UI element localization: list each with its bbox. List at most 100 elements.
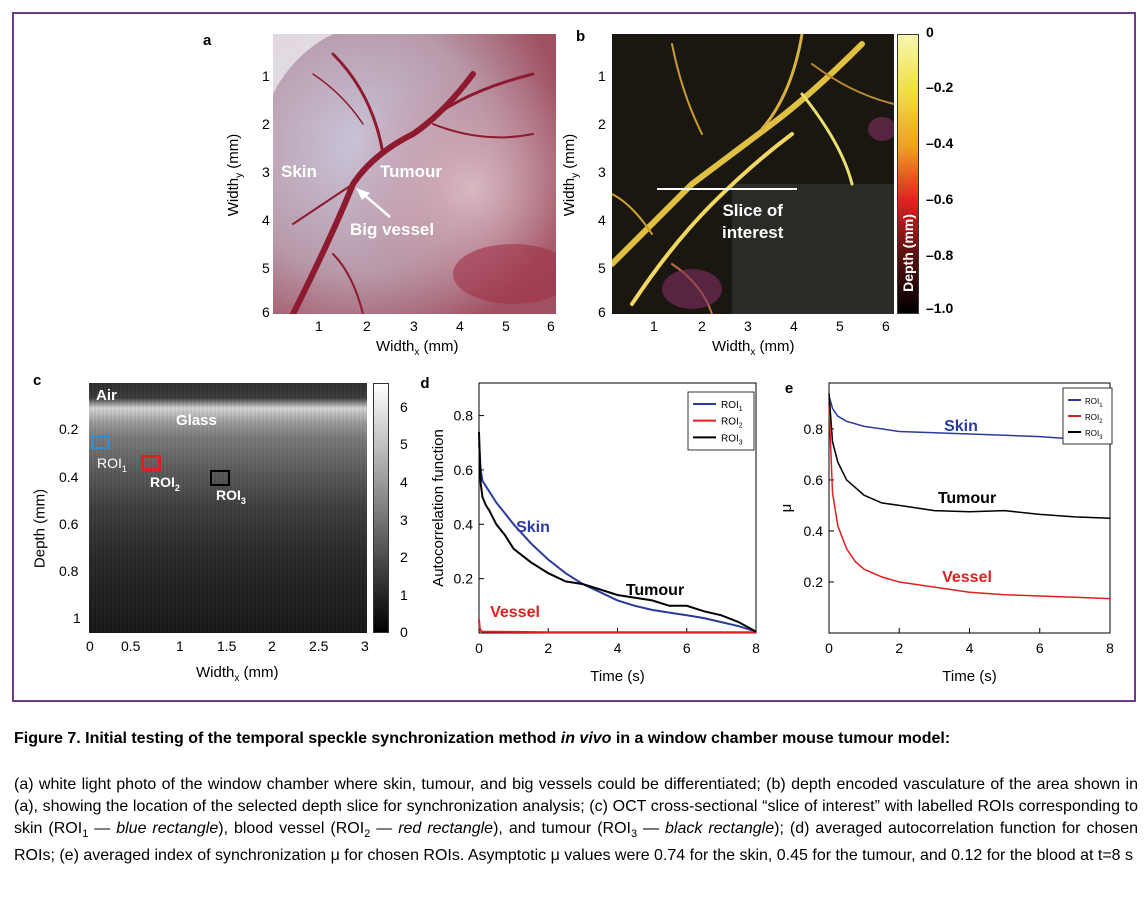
x-tick-label: 0 xyxy=(825,640,833,656)
panel-a-ytick: 6 xyxy=(262,304,270,320)
panel-a-xtick: 3 xyxy=(410,318,418,334)
panel-c-xtick: 2 xyxy=(268,638,276,654)
panel-b-ytick: 6 xyxy=(598,304,606,320)
white-light-photo xyxy=(273,34,556,314)
intensity-colorbar-tick: 2 xyxy=(400,549,408,565)
annotation-skin: Skin xyxy=(516,519,550,536)
y-tick-label: 0.8 xyxy=(454,408,474,424)
y-axis-label: μ xyxy=(778,504,795,513)
depth-colorbar xyxy=(897,34,919,314)
y-tick-label: 0.4 xyxy=(454,516,474,532)
panel-c-ytick: 0.8 xyxy=(59,563,79,579)
depth-vasculature-image xyxy=(612,34,894,314)
annotation-slice-of-interest: Slice of interest xyxy=(722,201,784,242)
annotation-air: Air xyxy=(96,387,117,404)
annotation-tumour: Tumour xyxy=(626,582,684,599)
panel-b-xtick: 3 xyxy=(744,318,752,334)
panel-c-xtick: 0 xyxy=(86,638,94,654)
roi-1-label: ROI1 xyxy=(97,455,127,474)
panel-c-ytick: 1 xyxy=(73,610,81,626)
panel-c-xtick: 1.5 xyxy=(217,638,237,654)
x-tick-label: 8 xyxy=(1106,640,1114,656)
figure-caption-body: (a) white light photo of the window cham… xyxy=(14,776,1139,865)
panel-c-xtick: 3 xyxy=(361,638,369,654)
y-tick-label: 0.2 xyxy=(804,574,824,590)
x-tick-label: 4 xyxy=(614,640,622,656)
x-tick-label: 6 xyxy=(1036,640,1044,656)
panel-a-ytick: 1 xyxy=(262,68,270,84)
series-line-roi-3 xyxy=(478,431,757,633)
panel-b-xlabel: Widthx (mm) xyxy=(712,338,795,358)
photo-svg xyxy=(273,34,556,314)
roi-3-rectangle xyxy=(210,470,230,486)
intensity-colorbar-tick: 0 xyxy=(400,624,408,640)
panel-a-ytick: 5 xyxy=(262,260,270,276)
intensity-colorbar xyxy=(373,383,389,633)
panel-b-ytick: 3 xyxy=(598,164,606,180)
y-axis-label: Autocorrelation function xyxy=(430,429,447,587)
legend-entry: ROI1 xyxy=(1085,397,1103,409)
intensity-colorbar-tick: 5 xyxy=(400,436,408,452)
legend-entry: ROI1 xyxy=(721,400,743,413)
x-tick-label: 4 xyxy=(966,640,974,656)
depth-colorbar-tick: 0 xyxy=(926,24,934,40)
depth-colorbar-tick: –0.4 xyxy=(926,135,954,151)
vasculature-svg xyxy=(612,34,894,314)
panel-b-xtick: 4 xyxy=(790,318,798,334)
y-tick-label: 0.2 xyxy=(454,571,474,587)
y-tick-label: 0.6 xyxy=(804,472,824,488)
intensity-colorbar-tick: 1 xyxy=(400,587,408,603)
x-tick-label: 8 xyxy=(752,640,760,656)
annotation-big-vessel: Big vessel xyxy=(350,220,435,239)
speckle-texture xyxy=(89,383,367,633)
panel-c-label: c xyxy=(33,372,42,389)
panel-a-xlabel: Widthx (mm) xyxy=(376,338,459,358)
panel-a-xtick: 1 xyxy=(315,318,323,334)
panel-e-label: e xyxy=(785,380,793,397)
roi-2-label: ROI2 xyxy=(150,474,180,493)
panel-b-ytick: 4 xyxy=(598,212,606,228)
depth-colorbar-tick: –0.2 xyxy=(926,79,954,95)
intensity-colorbar-tick: 3 xyxy=(400,512,408,528)
panel-b-ytick: 1 xyxy=(598,68,606,84)
annotation-vessel: Vessel xyxy=(942,569,992,586)
y-tick-label: 0.6 xyxy=(454,462,474,478)
annotation-tumour: Tumour xyxy=(380,162,443,181)
x-axis-label: Time (s) xyxy=(942,668,996,685)
panel-c-xtick: 1 xyxy=(176,638,184,654)
panel-a-ytick: 2 xyxy=(262,116,270,132)
x-tick-label: 2 xyxy=(544,640,552,656)
panel-c-ytick: 0.2 xyxy=(59,421,79,437)
figure-frame xyxy=(12,12,1136,702)
panel-b-xtick: 5 xyxy=(836,318,844,334)
panel-b-ytick: 2 xyxy=(598,116,606,132)
panel-c-xtick: 2.5 xyxy=(309,638,329,654)
x-tick-label: 0 xyxy=(475,640,483,656)
roi-3-label: ROI3 xyxy=(216,487,246,506)
panel-a-xtick: 4 xyxy=(456,318,464,334)
series-line-roi-2 xyxy=(478,619,756,634)
panel-b-xtick: 6 xyxy=(882,318,890,334)
legend-entry: ROI2 xyxy=(1085,413,1103,425)
panel-a-xtick: 6 xyxy=(547,318,555,334)
roi-2-rectangle xyxy=(141,455,161,471)
panel-a-ytick: 4 xyxy=(262,212,270,228)
arrow-icon xyxy=(356,188,391,218)
intensity-colorbar-tick: 4 xyxy=(400,474,408,490)
annotation-tumour: Tumour xyxy=(938,490,996,507)
panel-b-xtick: 1 xyxy=(650,318,658,334)
annotation-skin: Skin xyxy=(944,418,978,435)
x-axis-label: Time (s) xyxy=(590,668,644,685)
panel-c-xlabel: Widthx (mm) xyxy=(196,664,279,684)
panel-a-xtick: 2 xyxy=(363,318,371,334)
annotation-skin: Skin xyxy=(281,162,317,181)
depth-colorbar-tick: –0.6 xyxy=(926,191,954,207)
intensity-colorbar-tick: 6 xyxy=(400,399,408,415)
series-line-roi-1 xyxy=(828,395,1111,442)
annotation-vessel: Vessel xyxy=(490,604,540,621)
figure-caption-title: Figure 7. Initial testing of the tempora… xyxy=(14,730,951,747)
panel-b-ytick: 5 xyxy=(598,260,606,276)
panel-c-ytick: 0.4 xyxy=(59,469,79,485)
legend-entry: ROI2 xyxy=(721,417,743,430)
x-tick-label: 6 xyxy=(683,640,691,656)
